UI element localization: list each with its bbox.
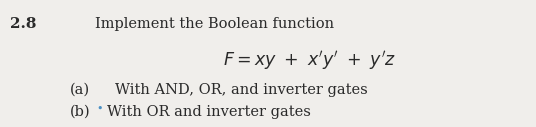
Text: With AND, OR, and inverter gates: With AND, OR, and inverter gates [115,83,368,97]
Text: •: • [96,104,102,114]
Text: 2.8: 2.8 [10,17,36,31]
Text: Implement the Boolean function: Implement the Boolean function [95,17,334,31]
Text: $F = xy \ + \ x'y' \ + \ y'z$: $F = xy \ + \ x'y' \ + \ y'z$ [224,49,397,72]
Text: (a): (a) [70,83,90,97]
Text: (b): (b) [70,105,91,119]
Text: With OR and inverter gates: With OR and inverter gates [107,105,311,119]
